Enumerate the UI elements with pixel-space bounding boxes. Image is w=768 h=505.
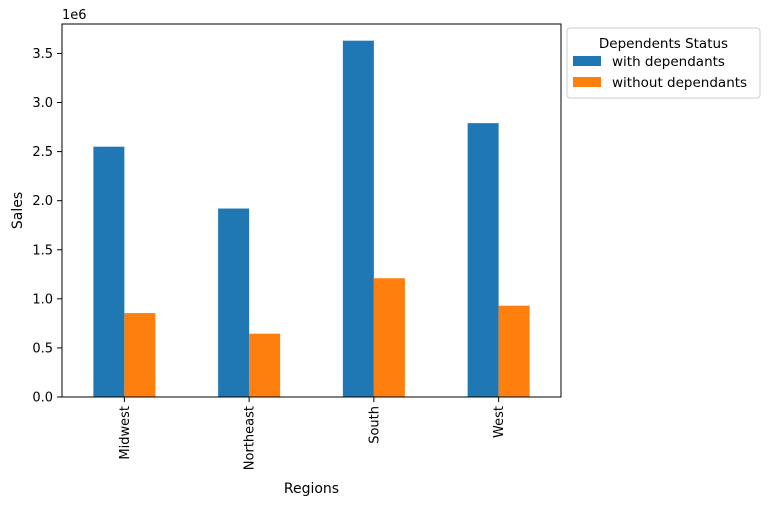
y-tick-label: 3.0 bbox=[32, 96, 53, 111]
y-tick-label: 2.5 bbox=[32, 145, 53, 160]
bar-without-dependants-northeast bbox=[249, 333, 281, 397]
y-axis: 0.0 0.5 1.0 1.5 2.0 2.5 3.0 3.5 bbox=[32, 47, 62, 406]
bar-with-dependants-west bbox=[467, 123, 499, 398]
y-tick-label: 2.0 bbox=[32, 194, 53, 209]
x-axis: Midwest Northeast South West bbox=[118, 397, 507, 470]
bar-without-dependants-south bbox=[373, 278, 405, 397]
x-tick-label: Midwest bbox=[118, 406, 133, 460]
bar-without-dependants-west bbox=[498, 305, 530, 397]
legend-entry-label: with dependants bbox=[612, 54, 725, 70]
y-tick-label: 0.5 bbox=[32, 341, 53, 356]
y-tick-label: 1.0 bbox=[32, 292, 53, 307]
bar-without-dependants-midwest bbox=[124, 313, 156, 397]
bars-group bbox=[93, 40, 530, 398]
x-tick-label: South bbox=[367, 406, 382, 444]
legend-entry-label: without dependants bbox=[612, 75, 747, 91]
legend: Dependents Status with dependants without… bbox=[566, 27, 761, 99]
x-tick-label: West bbox=[492, 406, 507, 438]
legend-swatch bbox=[573, 77, 601, 87]
plot-area-frame bbox=[61, 23, 562, 398]
y-tick-label: 0.0 bbox=[32, 391, 53, 406]
legend-box bbox=[566, 27, 761, 99]
bar-with-dependants-south bbox=[342, 40, 374, 398]
bar-with-dependants-northeast bbox=[218, 208, 250, 397]
y-tick-label: 3.5 bbox=[32, 47, 53, 62]
x-axis-label: Regions bbox=[284, 481, 339, 497]
y-axis-label: Sales bbox=[10, 192, 26, 229]
x-tick-label: Northeast bbox=[243, 406, 258, 470]
y-axis-offset-label: 1e6 bbox=[62, 8, 87, 23]
legend-swatch bbox=[573, 56, 601, 66]
legend-title: Dependents Status bbox=[599, 36, 728, 52]
y-tick-label: 1.5 bbox=[32, 243, 53, 258]
bar-with-dependants-midwest bbox=[93, 146, 125, 397]
